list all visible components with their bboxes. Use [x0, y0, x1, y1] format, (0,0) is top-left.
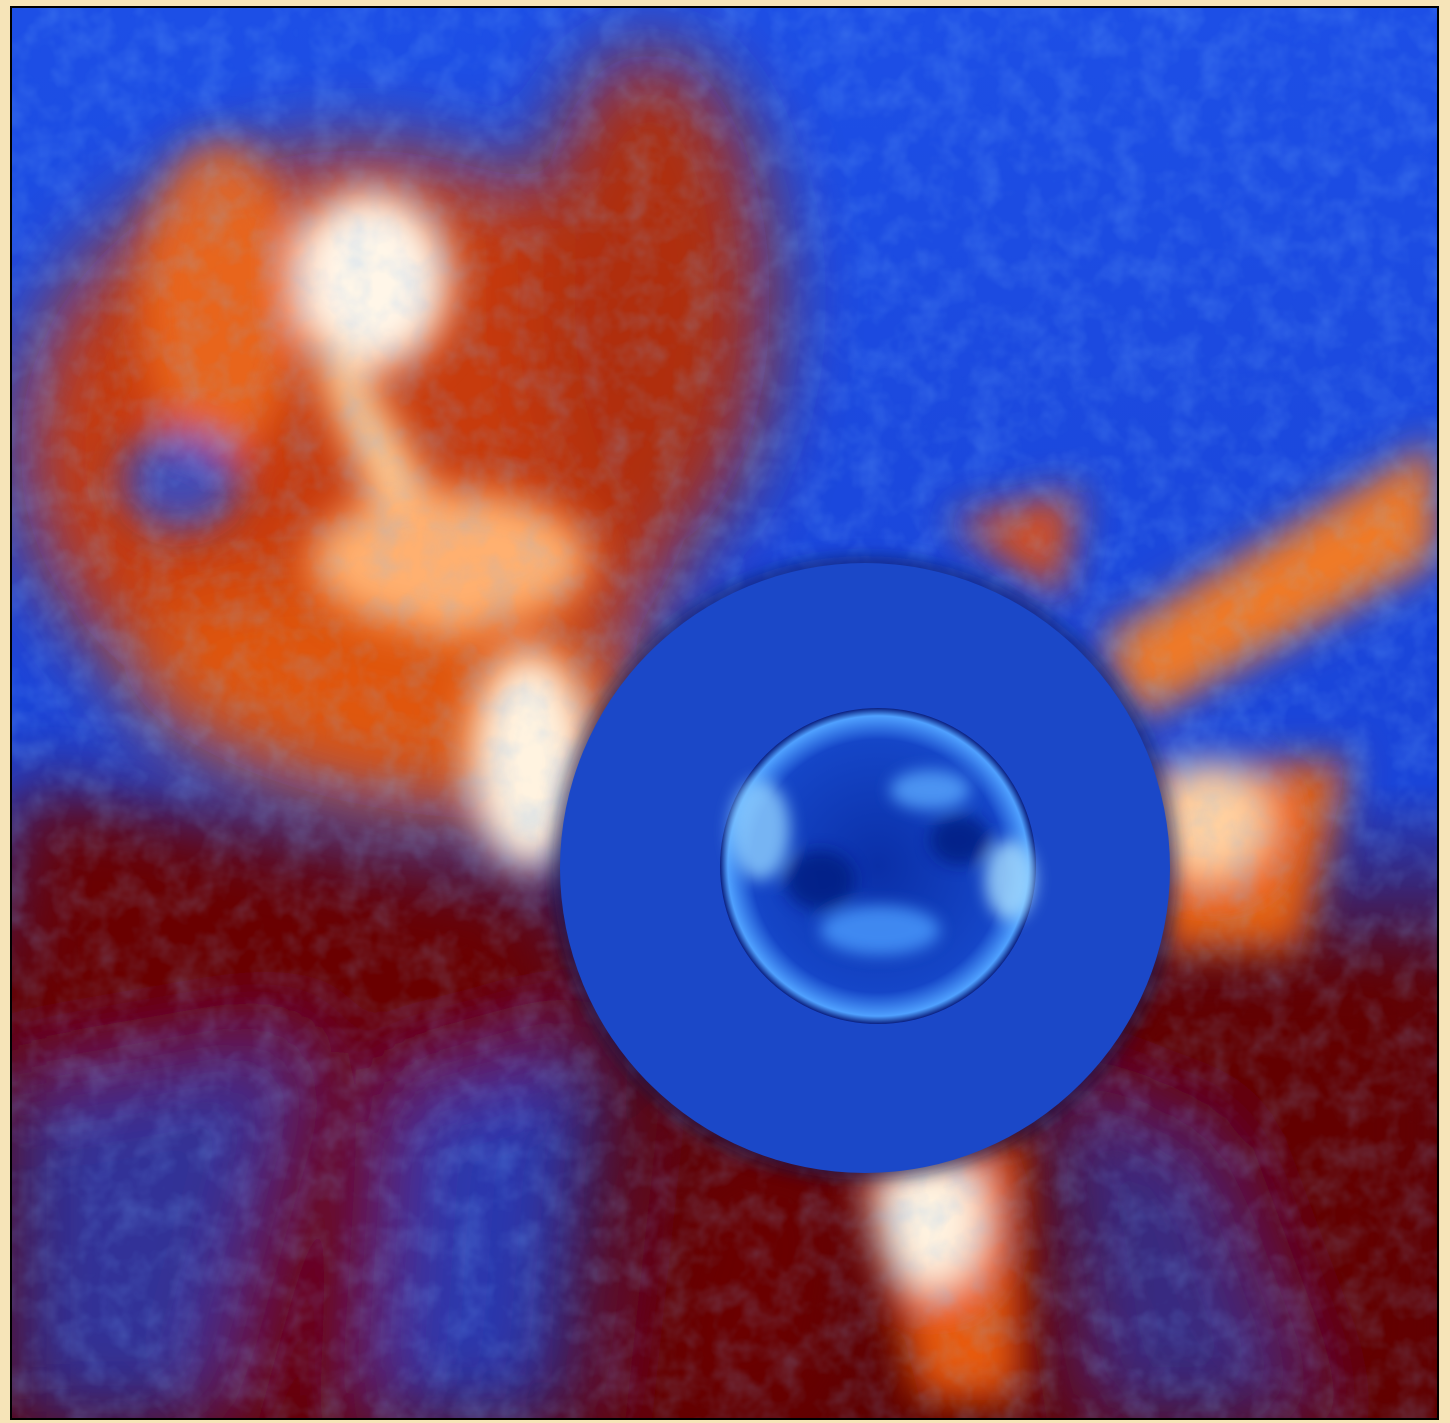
image-area: [12, 8, 1437, 1418]
sun-activity: [730, 770, 1035, 955]
